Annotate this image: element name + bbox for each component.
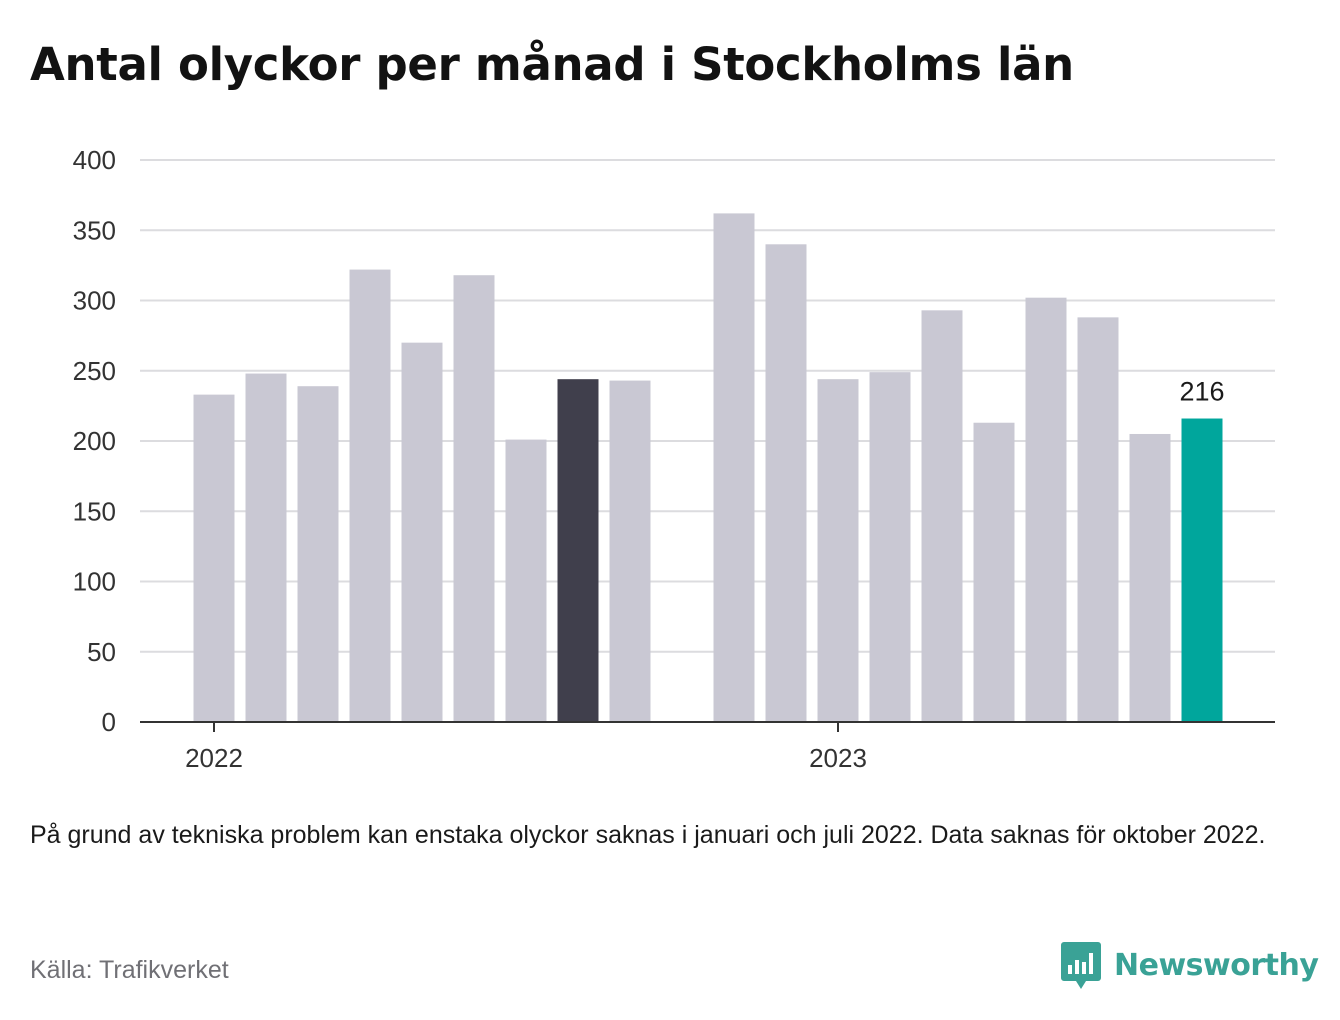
bar-2023-02 bbox=[869, 372, 911, 722]
x-tick-label-2023: 2023 bbox=[809, 743, 867, 773]
bar-2022-11 bbox=[713, 213, 755, 722]
bar-2022-03 bbox=[297, 386, 339, 722]
bar-2022-02 bbox=[245, 373, 287, 722]
bar-2023-03 bbox=[921, 310, 963, 722]
bar-2022-09 bbox=[609, 380, 651, 722]
data-label-2023-08: 216 bbox=[1179, 377, 1224, 407]
bar-2022-04 bbox=[349, 269, 391, 722]
y-tick-label-250: 250 bbox=[73, 356, 116, 386]
bar-2022-12 bbox=[765, 244, 807, 723]
bar-2022-07 bbox=[505, 439, 547, 722]
source-credit: Källa: Trafikverket bbox=[30, 956, 229, 984]
y-tick-label-50: 50 bbox=[87, 637, 116, 667]
brand-name: Newsworthy bbox=[1114, 947, 1319, 983]
y-tick-label-0: 0 bbox=[102, 707, 116, 737]
bar-2023-06 bbox=[1077, 317, 1119, 722]
bar-2023-07 bbox=[1129, 433, 1171, 722]
y-tick-label-300: 300 bbox=[73, 286, 116, 316]
chart-footnote: På grund av tekniska problem kan enstaka… bbox=[30, 821, 1266, 849]
bar-chart: 0 50 100 150 200 250 300 350 400 216 2022 2023 bbox=[73, 145, 1275, 773]
chart-title: Antal olyckor per månad i Stockholms län bbox=[30, 38, 1074, 91]
bar-2022-06 bbox=[453, 275, 495, 722]
y-tick-label-150: 150 bbox=[73, 496, 116, 526]
y-tick-label-100: 100 bbox=[73, 567, 116, 597]
bar-2023-05 bbox=[1025, 297, 1067, 722]
bar-2022-01 bbox=[193, 394, 235, 722]
y-tick-label-400: 400 bbox=[73, 145, 116, 175]
newsworthy-logo-icon bbox=[1061, 942, 1101, 989]
newsworthy-brand: Newsworthy bbox=[1060, 940, 1319, 990]
bar-2022-05 bbox=[401, 342, 443, 722]
bar-2023-01 bbox=[817, 379, 859, 722]
y-tick-label-350: 350 bbox=[73, 215, 116, 245]
x-tick-label-2022: 2022 bbox=[185, 743, 243, 773]
bar-2022-08 bbox=[557, 379, 599, 722]
bar-2023-08 bbox=[1181, 418, 1223, 722]
y-tick-label-200: 200 bbox=[73, 426, 116, 456]
bar-2023-04 bbox=[973, 422, 1015, 722]
